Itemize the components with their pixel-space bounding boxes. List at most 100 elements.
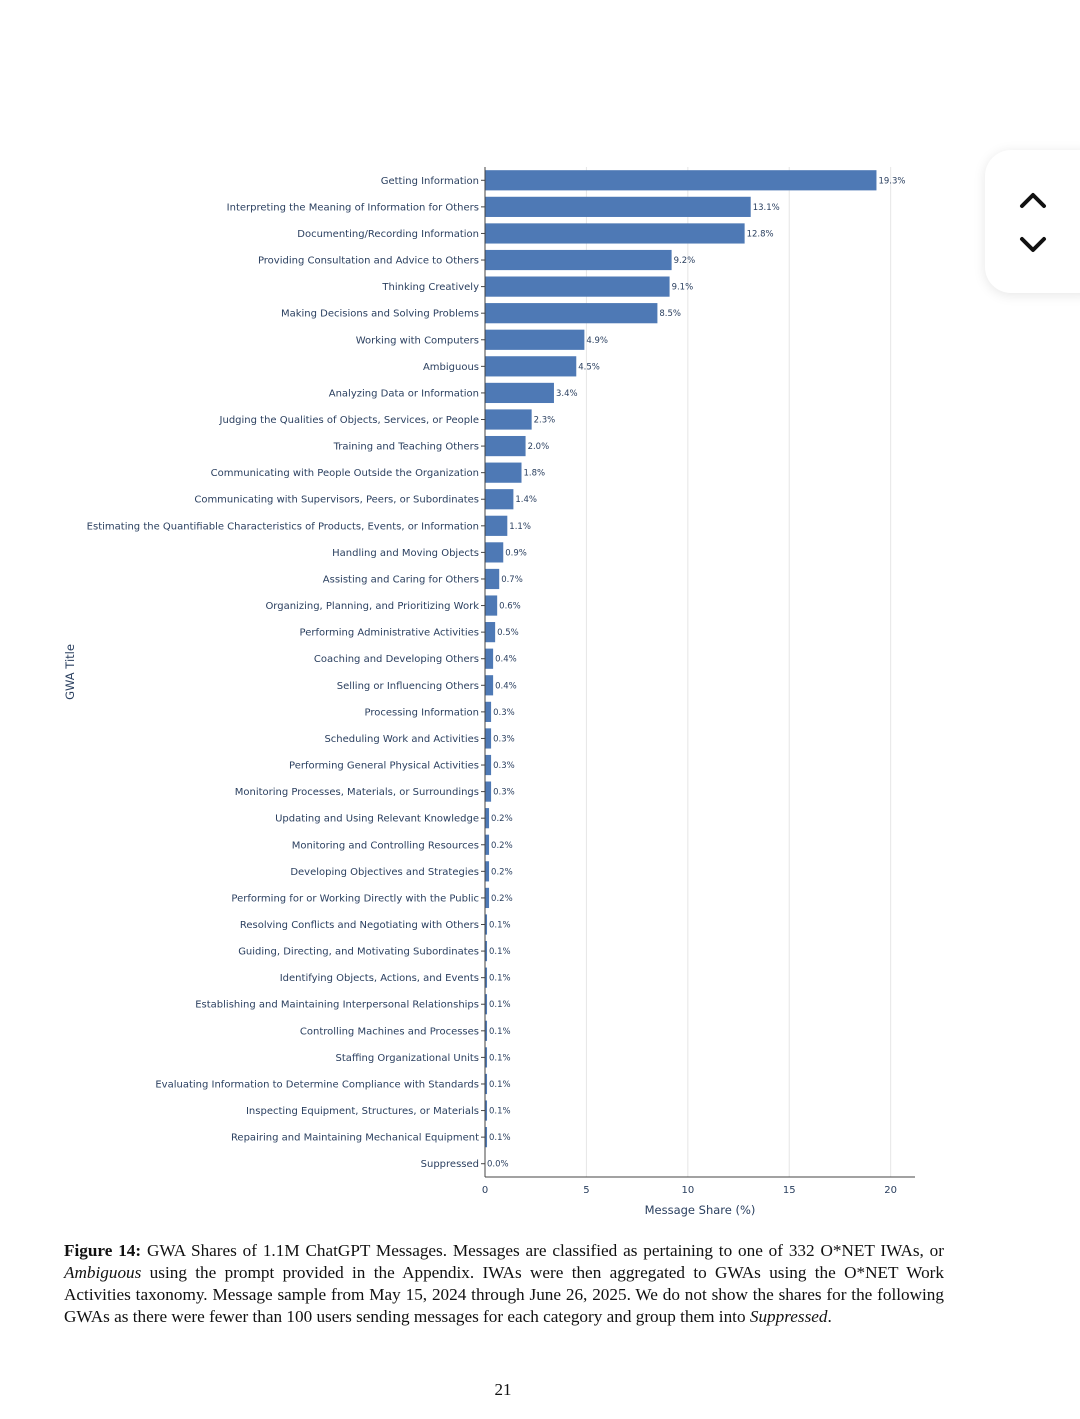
value-label: 0.1% — [489, 1027, 511, 1037]
category-label: Controlling Machines and Processes — [300, 1026, 479, 1037]
x-tick-label: 5 — [583, 1185, 589, 1196]
bar — [485, 701, 492, 722]
category-label: Guiding, Directing, and Motivating Subor… — [238, 947, 479, 958]
category-label: Staffing Organizational Units — [335, 1053, 479, 1064]
value-label: 13.1% — [753, 203, 780, 213]
value-label: 0.2% — [491, 841, 513, 851]
bar — [485, 303, 658, 324]
value-label: 0.4% — [495, 655, 517, 665]
category-label: Selling or Influencing Others — [337, 681, 479, 692]
category-labels: Getting Information Interpreting the Mean… — [87, 176, 480, 1170]
category-label: Establishing and Maintaining Interperson… — [195, 1000, 479, 1011]
bar — [485, 1073, 488, 1095]
bar — [485, 834, 490, 855]
value-label: 12.8% — [747, 229, 774, 239]
category-label: Repairing and Maintaining Mechanical Equ… — [231, 1133, 479, 1144]
bar — [485, 382, 554, 404]
value-label: 0.1% — [489, 1053, 511, 1063]
value-label: 1.4% — [515, 495, 537, 505]
category-label: Organizing, Planning, and Prioritizing W… — [265, 601, 479, 612]
bars — [485, 170, 877, 1148]
bar — [485, 329, 585, 350]
bar — [485, 462, 522, 483]
caption-text-3: . — [827, 1307, 832, 1326]
category-label: Making Decisions and Solving Problems — [281, 309, 479, 320]
value-label: 8.5% — [659, 309, 681, 319]
value-label: 0.3% — [493, 788, 515, 798]
category-label: Working with Computers — [356, 335, 479, 346]
value-label: 0.1% — [489, 1080, 511, 1090]
bar — [485, 940, 488, 962]
category-label: Communicating with People Outside the Or… — [211, 468, 479, 479]
y-axis-title: GWA Title — [63, 644, 77, 700]
bar — [485, 1127, 488, 1148]
bar — [485, 595, 498, 616]
category-label: Performing for or Working Directly with … — [231, 893, 479, 904]
category-label: Analyzing Data or Information — [329, 388, 479, 399]
category-label: Identifying Objects, Actions, and Events — [280, 973, 479, 984]
category-label: Getting Information — [381, 176, 479, 187]
value-label: 0.1% — [489, 1133, 511, 1143]
value-label: 4.9% — [586, 336, 608, 346]
bar — [485, 754, 492, 776]
category-label: Thinking Creatively — [381, 282, 479, 293]
gridlines — [585, 167, 892, 1177]
category-label: Monitoring and Controlling Resources — [292, 840, 479, 851]
value-label: 19.3% — [878, 176, 905, 186]
value-label: 0.3% — [493, 734, 515, 744]
bar — [485, 542, 504, 563]
value-label: 2.0% — [528, 442, 550, 452]
bar — [485, 223, 745, 244]
page-number: 21 — [494, 1380, 512, 1399]
bar — [485, 994, 488, 1015]
value-label: 0.1% — [489, 947, 511, 957]
category-label: Judging the Qualities of Objects, Servic… — [219, 415, 479, 426]
bar — [485, 170, 877, 191]
value-label: 0.2% — [491, 894, 513, 904]
category-label: Performing General Physical Activities — [289, 761, 479, 772]
category-label: Communicating with Supervisors, Peers, o… — [194, 495, 479, 506]
category-label: Resolving Conflicts and Negotiating with… — [240, 920, 479, 931]
category-label: Performing Administrative Activities — [300, 628, 479, 639]
bar — [485, 515, 508, 536]
category-label: Suppressed — [421, 1159, 479, 1170]
value-label: 0.3% — [493, 708, 515, 718]
value-label: 0.5% — [497, 628, 519, 638]
bar-chart: Getting Information Interpreting the Mean… — [63, 167, 915, 1217]
bar — [485, 622, 496, 643]
caption-text-2: using the prompt provided in the Appendi… — [64, 1263, 944, 1326]
category-label: Coaching and Developing Others — [314, 654, 479, 665]
category-label: Scheduling Work and Activities — [324, 734, 479, 745]
x-tick-label: 20 — [884, 1185, 897, 1196]
bar — [485, 675, 494, 696]
bar — [485, 276, 670, 297]
category-label: Providing Consultation and Advice to Oth… — [258, 256, 479, 267]
previous-page-button[interactable] — [1015, 185, 1051, 215]
value-label: 3.4% — [556, 389, 578, 399]
bar — [485, 1020, 488, 1041]
next-page-button[interactable] — [1015, 230, 1051, 260]
x-tick-label: 0 — [482, 1185, 488, 1196]
category-label: Estimating the Quantifiable Characterist… — [87, 521, 479, 532]
value-labels: 19.3% 13.1% 12.8% 9.2% 9.1% 8.5% 4.9% 4.5% 3.4% 2… — [487, 176, 905, 1169]
caption-text-1: GWA Shares of 1.1M ChatGPT Messages. Mes… — [141, 1241, 944, 1260]
bar — [485, 1047, 488, 1068]
bar — [485, 781, 492, 802]
value-label: 2.3% — [534, 416, 556, 426]
category-label: Inspecting Equipment, Structures, or Mat… — [246, 1106, 479, 1117]
bar — [485, 489, 514, 510]
bar — [485, 914, 488, 935]
category-label: Developing Objectives and Strategies — [290, 867, 479, 878]
value-label: 4.5% — [578, 362, 600, 372]
bar — [485, 967, 488, 988]
value-label: 0.7% — [501, 575, 523, 585]
bar — [485, 409, 532, 430]
value-label: 9.2% — [674, 256, 696, 266]
value-label: 1.1% — [509, 522, 531, 532]
bar — [485, 728, 492, 749]
category-label: Evaluating Information to Determine Comp… — [155, 1079, 479, 1090]
bar — [485, 648, 494, 669]
value-label: 0.0% — [487, 1160, 509, 1170]
category-label: Handling and Moving Objects — [332, 548, 479, 559]
value-label: 9.1% — [672, 283, 694, 293]
